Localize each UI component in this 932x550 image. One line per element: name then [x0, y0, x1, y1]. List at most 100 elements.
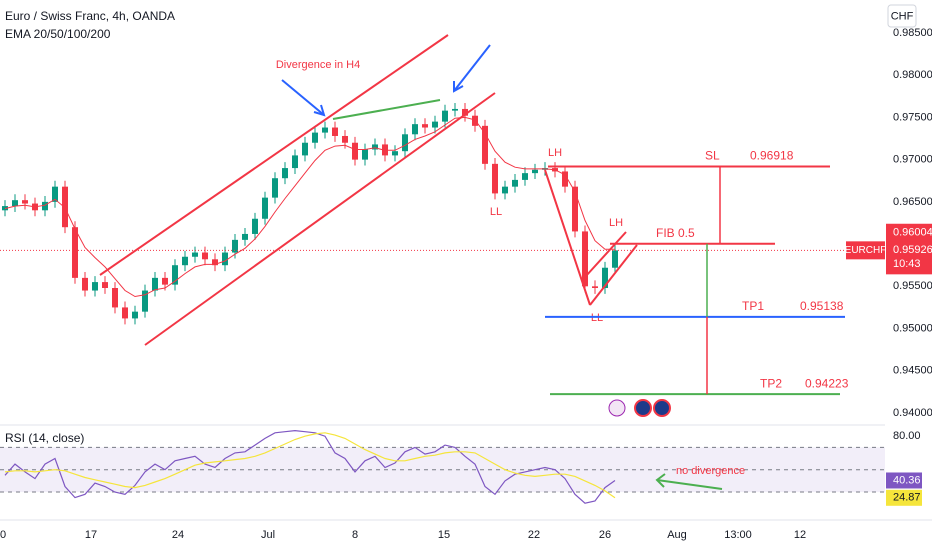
arrow-head: [655, 473, 666, 488]
candle-body: [352, 142, 358, 160]
candle-body: [592, 286, 598, 289]
rsi-tag: [886, 472, 922, 489]
candle-body: [332, 127, 338, 136]
y-tick-label: 0.97500: [893, 111, 932, 123]
candle-body: [612, 250, 618, 268]
currency[interactable]: CHF: [891, 10, 914, 22]
annotation: LL: [490, 206, 502, 218]
level-tag: [886, 223, 932, 242]
arrow: [281, 79, 325, 116]
y-tick-label: 0.97000: [893, 154, 932, 166]
arrow: [656, 479, 723, 490]
candle-body: [272, 178, 278, 198]
symbol-tag: [846, 241, 885, 260]
rsi-tick-label: 80.00: [893, 430, 921, 442]
levels: SL 0.96918 FIB 0.5 TP1 0.95138 TP2 0.94223: [545, 149, 849, 396]
x-tick-label: 12: [794, 529, 806, 541]
event-icon[interactable]: [634, 399, 652, 417]
x-tick-label: 10: [0, 529, 6, 541]
candle-body: [312, 132, 318, 143]
candle-body: [562, 171, 568, 187]
level-name: FIB 0.5: [656, 226, 695, 240]
candle-body: [422, 124, 428, 128]
symbol-label: EURCHF: [845, 245, 887, 256]
x-tick-label: 22: [528, 529, 540, 541]
currency-button[interactable]: [887, 4, 917, 28]
candle-body: [92, 282, 98, 291]
candle-body: [482, 125, 488, 164]
candle-body: [532, 169, 538, 174]
annotation: no divergence: [676, 465, 745, 477]
candle-body: [392, 151, 398, 156]
candle-body: [162, 277, 168, 285]
level-name: TP2: [760, 376, 782, 390]
arrow: [453, 44, 491, 92]
chart-title: Euro / Swiss Franc, 4h, OANDA: [5, 9, 175, 23]
annotation: Divergence in H4: [276, 59, 360, 71]
rsi-pane: [0, 429, 885, 504]
y-tick-label: 0.98500: [893, 27, 932, 39]
channel-lower: [144, 92, 496, 346]
candle-body: [442, 110, 448, 122]
candle-body: [52, 186, 58, 202]
event-icon[interactable]: [608, 399, 626, 417]
candle-body: [262, 197, 268, 219]
countdown: 10:43: [893, 258, 921, 270]
ema-line: [4, 116, 615, 298]
candle-body: [22, 200, 28, 204]
candle-body: [492, 163, 498, 194]
candle-body: [302, 142, 308, 156]
candle-body: [172, 265, 178, 285]
candle-body: [232, 239, 238, 253]
x-tick-label: Aug: [667, 529, 687, 541]
wedge-line: [589, 244, 638, 306]
candle-body: [192, 252, 198, 257]
candle-body: [42, 201, 48, 211]
x-tick-label: 13:00: [724, 529, 752, 541]
price-axis: [885, 0, 932, 550]
candle-body: [282, 168, 288, 179]
price-tag: [886, 241, 932, 275]
candle-body: [252, 218, 258, 234]
level-value: 0.96918: [750, 149, 794, 163]
level-name: SL: [705, 149, 720, 163]
candle-body: [152, 277, 158, 291]
candle-body: [502, 186, 508, 194]
x-tick-label: 15: [438, 529, 450, 541]
y-tick-label: 0.94000: [893, 407, 932, 419]
event-icon[interactable]: [653, 399, 671, 417]
candle-body: [72, 227, 78, 278]
candle-body: [102, 282, 108, 289]
candle-body: [112, 288, 118, 308]
candle-body: [132, 311, 138, 319]
x-tick-label: 8: [352, 529, 358, 541]
level-value: 0.94223: [805, 376, 849, 390]
indicator-label: EMA 20/50/100/200: [5, 27, 111, 41]
plot-area: [0, 103, 885, 325]
candle-body: [122, 307, 128, 319]
annotation: LH: [548, 147, 562, 159]
y-tick-label: 0.94500: [893, 365, 932, 377]
candle-body: [222, 252, 228, 266]
drawings: Divergence in H4 LH LL LH LL no divergen…: [99, 34, 745, 490]
x-tick-label: 17: [85, 529, 97, 541]
rsi-value-label: 40.36: [893, 474, 921, 486]
candle-body: [462, 108, 468, 116]
candle-body: [242, 233, 248, 240]
rsi-line: [4, 429, 616, 504]
x-tick-label: 24: [172, 529, 184, 541]
candle-body: [522, 173, 528, 180]
candle-body: [602, 267, 608, 289]
candle-body: [82, 277, 88, 291]
wedge-line: [585, 231, 627, 277]
rsi-title: RSI (14, close): [5, 431, 84, 445]
candle-body: [212, 259, 218, 266]
arrow-head: [453, 81, 464, 93]
annotation: LH: [609, 217, 623, 229]
y-tick-label: 0.96500: [893, 196, 932, 208]
candle-body: [12, 200, 18, 207]
axes: 10 17 24 Jul 8 15 22 26 Aug 13:00 12 0.94000 0.94500…: [0, 27, 932, 541]
candle-body: [292, 155, 298, 169]
candle-body: [572, 186, 578, 232]
